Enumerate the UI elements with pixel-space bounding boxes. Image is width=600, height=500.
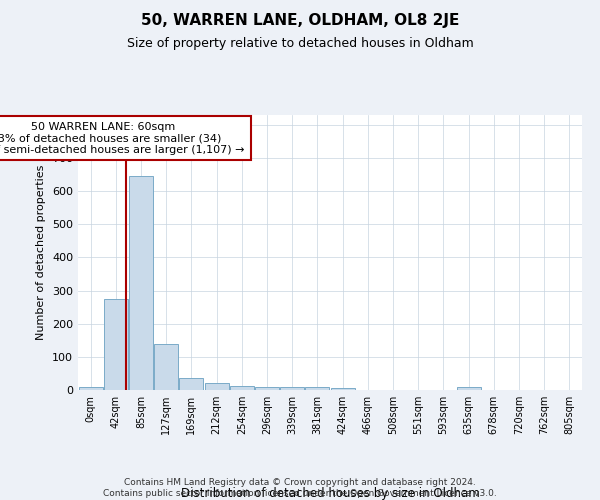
Bar (230, 386, 254, 390)
Bar (331, 388, 355, 390)
Bar (255, 386, 279, 390)
Bar (154, 344, 178, 390)
Text: 50, WARREN LANE, OLDHAM, OL8 2JE: 50, WARREN LANE, OLDHAM, OL8 2JE (141, 12, 459, 28)
Bar (457, 388, 481, 390)
Text: Size of property relative to detached houses in Oldham: Size of property relative to detached ho… (127, 38, 473, 51)
Text: 50 WARREN LANE: 60sqm
← 3% of detached houses are smaller (34)
97% of semi-detac: 50 WARREN LANE: 60sqm ← 3% of detached h… (0, 122, 245, 155)
Y-axis label: Number of detached properties: Number of detached properties (37, 165, 46, 340)
Bar (305, 386, 329, 390)
Bar (179, 378, 203, 390)
Bar (280, 386, 304, 390)
Bar (129, 176, 153, 390)
X-axis label: Distribution of detached houses by size in Oldham: Distribution of detached houses by size … (181, 487, 479, 500)
Text: Contains HM Land Registry data © Crown copyright and database right 2024.
Contai: Contains HM Land Registry data © Crown c… (103, 478, 497, 498)
Bar (79, 388, 103, 390)
Bar (205, 384, 229, 390)
Bar (104, 299, 128, 390)
